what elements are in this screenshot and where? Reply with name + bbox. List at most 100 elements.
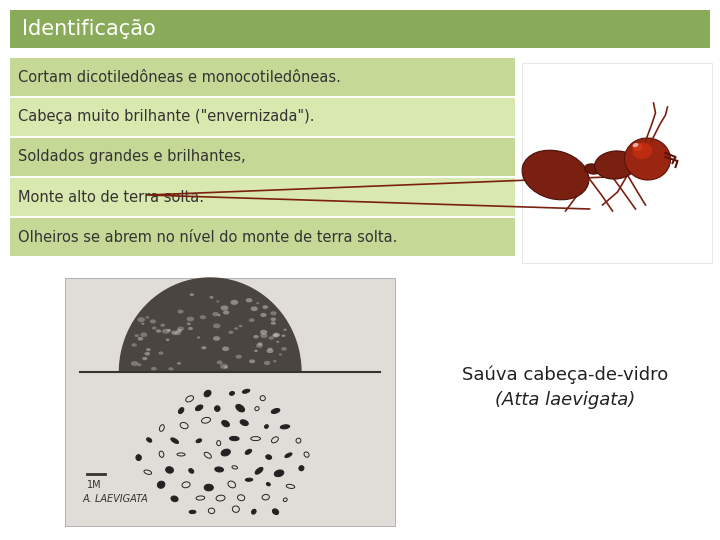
- Ellipse shape: [196, 439, 202, 443]
- Ellipse shape: [262, 495, 269, 500]
- FancyBboxPatch shape: [10, 10, 710, 48]
- Ellipse shape: [595, 151, 636, 179]
- Ellipse shape: [171, 438, 179, 443]
- Text: (Atta laevigata): (Atta laevigata): [495, 391, 635, 409]
- Ellipse shape: [136, 455, 141, 461]
- Ellipse shape: [171, 330, 178, 335]
- Ellipse shape: [266, 455, 271, 460]
- Ellipse shape: [272, 509, 279, 515]
- Ellipse shape: [272, 333, 279, 338]
- Ellipse shape: [175, 331, 181, 335]
- Ellipse shape: [271, 311, 276, 315]
- FancyBboxPatch shape: [10, 58, 515, 96]
- Ellipse shape: [138, 337, 143, 341]
- Ellipse shape: [171, 496, 178, 502]
- Ellipse shape: [235, 355, 242, 359]
- Ellipse shape: [189, 510, 196, 514]
- Ellipse shape: [221, 449, 230, 456]
- Ellipse shape: [151, 367, 157, 370]
- Ellipse shape: [266, 348, 274, 353]
- Ellipse shape: [182, 482, 190, 488]
- Ellipse shape: [204, 484, 213, 491]
- Ellipse shape: [280, 425, 289, 429]
- Ellipse shape: [234, 327, 238, 330]
- Ellipse shape: [251, 509, 256, 514]
- Ellipse shape: [156, 329, 161, 333]
- Ellipse shape: [222, 421, 230, 427]
- Ellipse shape: [633, 143, 652, 159]
- Ellipse shape: [152, 327, 156, 329]
- Ellipse shape: [208, 508, 215, 514]
- Ellipse shape: [147, 438, 152, 442]
- Ellipse shape: [178, 309, 184, 314]
- Ellipse shape: [255, 467, 263, 474]
- FancyBboxPatch shape: [65, 278, 395, 526]
- Ellipse shape: [177, 362, 181, 365]
- Ellipse shape: [188, 327, 193, 330]
- Ellipse shape: [624, 138, 670, 180]
- FancyBboxPatch shape: [10, 98, 515, 136]
- Ellipse shape: [279, 354, 282, 356]
- Ellipse shape: [159, 451, 164, 457]
- Ellipse shape: [189, 469, 194, 473]
- Ellipse shape: [196, 496, 204, 500]
- Ellipse shape: [258, 342, 263, 346]
- Ellipse shape: [222, 347, 229, 351]
- Ellipse shape: [213, 323, 220, 328]
- Ellipse shape: [273, 360, 276, 362]
- Ellipse shape: [233, 506, 239, 512]
- Text: Cortam dicotiledôneas e monocotiledôneas.: Cortam dicotiledôneas e monocotiledôneas…: [18, 70, 341, 84]
- Ellipse shape: [150, 319, 156, 323]
- FancyBboxPatch shape: [10, 138, 515, 176]
- Ellipse shape: [204, 453, 212, 458]
- Ellipse shape: [217, 441, 221, 446]
- Ellipse shape: [284, 329, 287, 331]
- Ellipse shape: [176, 329, 182, 333]
- Ellipse shape: [199, 315, 206, 319]
- Ellipse shape: [264, 424, 269, 428]
- Ellipse shape: [282, 347, 287, 350]
- Ellipse shape: [261, 313, 266, 317]
- Ellipse shape: [202, 417, 210, 423]
- Ellipse shape: [255, 407, 259, 411]
- Ellipse shape: [633, 143, 642, 151]
- Ellipse shape: [268, 347, 273, 350]
- Ellipse shape: [159, 424, 164, 431]
- Ellipse shape: [251, 437, 261, 441]
- Ellipse shape: [285, 453, 292, 457]
- Ellipse shape: [158, 481, 165, 488]
- Ellipse shape: [202, 346, 207, 349]
- Ellipse shape: [299, 465, 304, 471]
- Ellipse shape: [232, 465, 238, 469]
- Ellipse shape: [217, 361, 222, 365]
- Ellipse shape: [260, 396, 266, 401]
- Ellipse shape: [215, 467, 223, 472]
- Ellipse shape: [274, 333, 280, 337]
- Ellipse shape: [256, 302, 259, 304]
- Ellipse shape: [213, 336, 220, 341]
- Ellipse shape: [266, 483, 270, 486]
- Text: Saúva cabeça-de-vidro: Saúva cabeça-de-vidro: [462, 366, 668, 384]
- Ellipse shape: [224, 366, 228, 368]
- Text: Monte alto de terra solta.: Monte alto de terra solta.: [18, 190, 204, 205]
- Ellipse shape: [216, 300, 220, 302]
- Ellipse shape: [145, 316, 149, 319]
- Ellipse shape: [132, 343, 137, 347]
- Ellipse shape: [249, 359, 255, 363]
- Ellipse shape: [144, 470, 152, 475]
- Ellipse shape: [230, 436, 239, 441]
- FancyBboxPatch shape: [10, 178, 515, 216]
- Ellipse shape: [276, 341, 279, 343]
- Ellipse shape: [271, 437, 279, 443]
- Ellipse shape: [264, 361, 271, 365]
- Ellipse shape: [204, 390, 211, 397]
- Ellipse shape: [212, 312, 219, 316]
- Ellipse shape: [296, 438, 301, 443]
- Text: Soldados grandes e brilhantes,: Soldados grandes e brilhantes,: [18, 150, 246, 165]
- Ellipse shape: [161, 323, 165, 327]
- Ellipse shape: [166, 467, 174, 473]
- Text: Identificação: Identificação: [22, 19, 156, 39]
- Ellipse shape: [304, 452, 309, 457]
- Ellipse shape: [216, 495, 225, 501]
- Ellipse shape: [235, 404, 245, 412]
